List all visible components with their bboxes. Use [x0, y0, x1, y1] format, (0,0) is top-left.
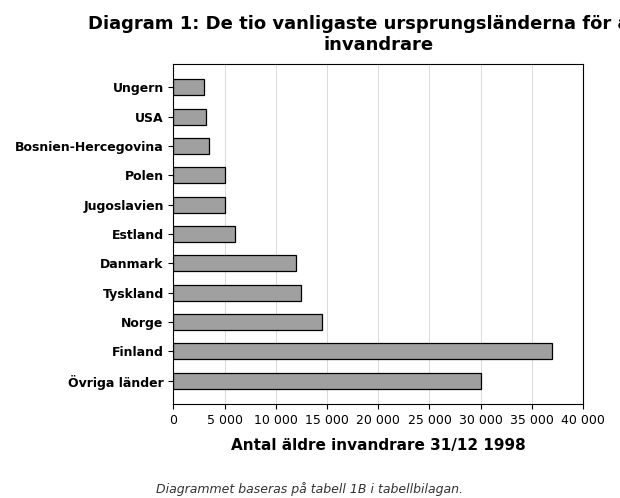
Bar [174, 138, 210, 154]
Title: Diagram 1: De tio vanligaste ursprungsländerna för äldre
invandrare: Diagram 1: De tio vanligaste ursprungslä… [87, 15, 620, 54]
X-axis label: Antal äldre invandrare 31/12 1998: Antal äldre invandrare 31/12 1998 [231, 438, 526, 453]
Bar [174, 226, 235, 242]
Bar [174, 373, 480, 389]
Bar [174, 343, 552, 360]
Bar [174, 79, 204, 95]
Text: Diagrammet baseras på tabell 1B i tabellbilagan.: Diagrammet baseras på tabell 1B i tabell… [156, 482, 464, 496]
Bar [174, 109, 206, 124]
Bar [174, 197, 224, 213]
Bar [174, 255, 296, 271]
Bar [174, 167, 224, 183]
Bar [174, 285, 301, 301]
Bar [174, 314, 322, 330]
